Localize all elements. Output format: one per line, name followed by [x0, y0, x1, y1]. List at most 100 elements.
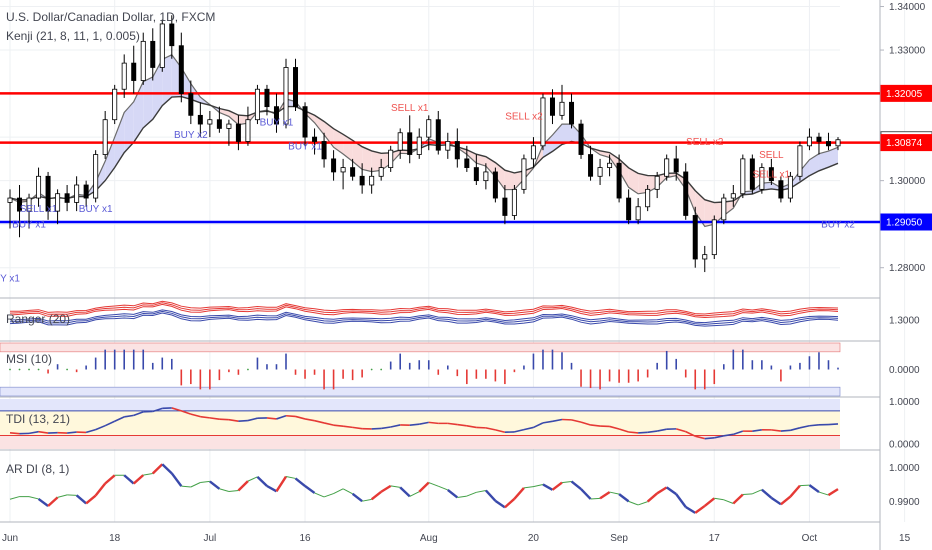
time-axis: Jun 18 Jul 16 Aug 20 Sep 17 Oct 15 [2, 533, 911, 544]
ardi-line [570, 480, 582, 490]
candle-body [312, 136, 318, 142]
candle-body [521, 158, 527, 190]
ardi-line [200, 480, 210, 483]
ardi-line [170, 472, 183, 487]
candle-body [645, 188, 651, 208]
grid [0, 0, 906, 550]
ardi-line [808, 484, 820, 494]
candle-body [254, 88, 260, 121]
tdi-line [428, 421, 439, 425]
ardi-line [599, 491, 611, 500]
msi-dot [28, 368, 30, 371]
ardi-line [827, 488, 839, 497]
candle-body [797, 145, 803, 177]
ardi-line [390, 485, 401, 488]
ardi-line [256, 475, 268, 487]
tdi-line [238, 419, 248, 422]
candle-body [216, 119, 222, 129]
tdi-line [704, 436, 715, 440]
candle-body [768, 167, 774, 182]
ranger-lower-line [9, 312, 839, 327]
ardi-line [47, 496, 59, 507]
tdi-line [638, 431, 648, 434]
kenji-cloud [352, 140, 363, 170]
candle-body [473, 167, 479, 182]
ardi-line [266, 484, 278, 493]
kenji-cloud [695, 190, 705, 227]
candle-body [426, 119, 432, 138]
kenji-cloud [476, 154, 486, 167]
candle-body [64, 193, 70, 203]
ardi-line [675, 493, 687, 508]
candle-body [340, 167, 346, 173]
msi-dot [18, 368, 21, 371]
time-tick-label: 17 [709, 533, 721, 544]
tdi-line [285, 414, 296, 418]
ardi-line [85, 494, 97, 505]
tdi-upper-band [0, 399, 840, 411]
ardi-line [314, 492, 325, 498]
ardi-line [190, 482, 201, 488]
candle-body [835, 139, 841, 147]
candle-body [407, 132, 413, 155]
chart-title: U.S. Dollar/Canadian Dollar, 1D, FXCM [6, 10, 215, 24]
candle-body [530, 145, 536, 160]
tdi-indicator-title: TDI (13, 21) [6, 412, 70, 426]
ardi-line [752, 489, 763, 495]
candle-body [121, 62, 127, 90]
tdi-line [304, 418, 315, 422]
time-tick-label: Aug [420, 533, 438, 544]
msi-upper-band [0, 342, 841, 353]
time-tick-label: 16 [299, 533, 311, 544]
price-label-box [880, 213, 932, 231]
ardi-line [123, 474, 135, 485]
tdi-line [714, 435, 724, 439]
tdi-line [514, 428, 525, 433]
ardi-line [580, 488, 592, 500]
candle-body [578, 123, 584, 155]
ardi-line [247, 476, 258, 482]
time-tick-label: 20 [528, 533, 540, 544]
ardi-line [704, 497, 716, 507]
kenji-cloud [152, 59, 163, 120]
candle-body [778, 180, 784, 199]
candle-body [131, 62, 137, 81]
ardi-line [551, 481, 563, 491]
candle-body [816, 136, 822, 142]
ardi-line [723, 499, 734, 504]
time-tick-label: Sep [610, 533, 628, 544]
tdi-line [200, 415, 210, 419]
candle-body [559, 101, 565, 116]
tdi-line [809, 424, 820, 427]
tdi-line [114, 416, 125, 422]
ardi-line [418, 481, 430, 493]
tdi-line [628, 431, 639, 434]
ardi-line [151, 463, 164, 475]
candle-body [150, 40, 156, 68]
tdi-line [390, 424, 401, 428]
price-tick-label: 1.30000 [889, 176, 926, 187]
candle-body [188, 93, 194, 116]
ardi-tick-label: 1.0000 [889, 463, 920, 474]
candle-body [588, 154, 594, 177]
tdi-line [647, 430, 658, 434]
ardi-line [484, 489, 497, 502]
ardi-line [104, 474, 116, 485]
tdi-line [780, 429, 791, 432]
tdi-line [466, 425, 477, 429]
ardi-line [57, 494, 68, 498]
ardi-line [590, 497, 601, 500]
msi-dot [37, 368, 40, 371]
ardi-line [399, 486, 411, 498]
ardi-line [132, 474, 145, 485]
ardi-line [94, 482, 107, 497]
tdi-line [323, 422, 334, 426]
candle-body [159, 23, 165, 68]
candle-body [749, 158, 755, 190]
candle-body [283, 67, 289, 125]
tdi-line [409, 423, 420, 426]
candle-body [445, 141, 451, 151]
msi-indicator-title: MSI (10) [6, 352, 52, 366]
msi-dot [247, 368, 249, 371]
ardi-line [818, 491, 829, 496]
